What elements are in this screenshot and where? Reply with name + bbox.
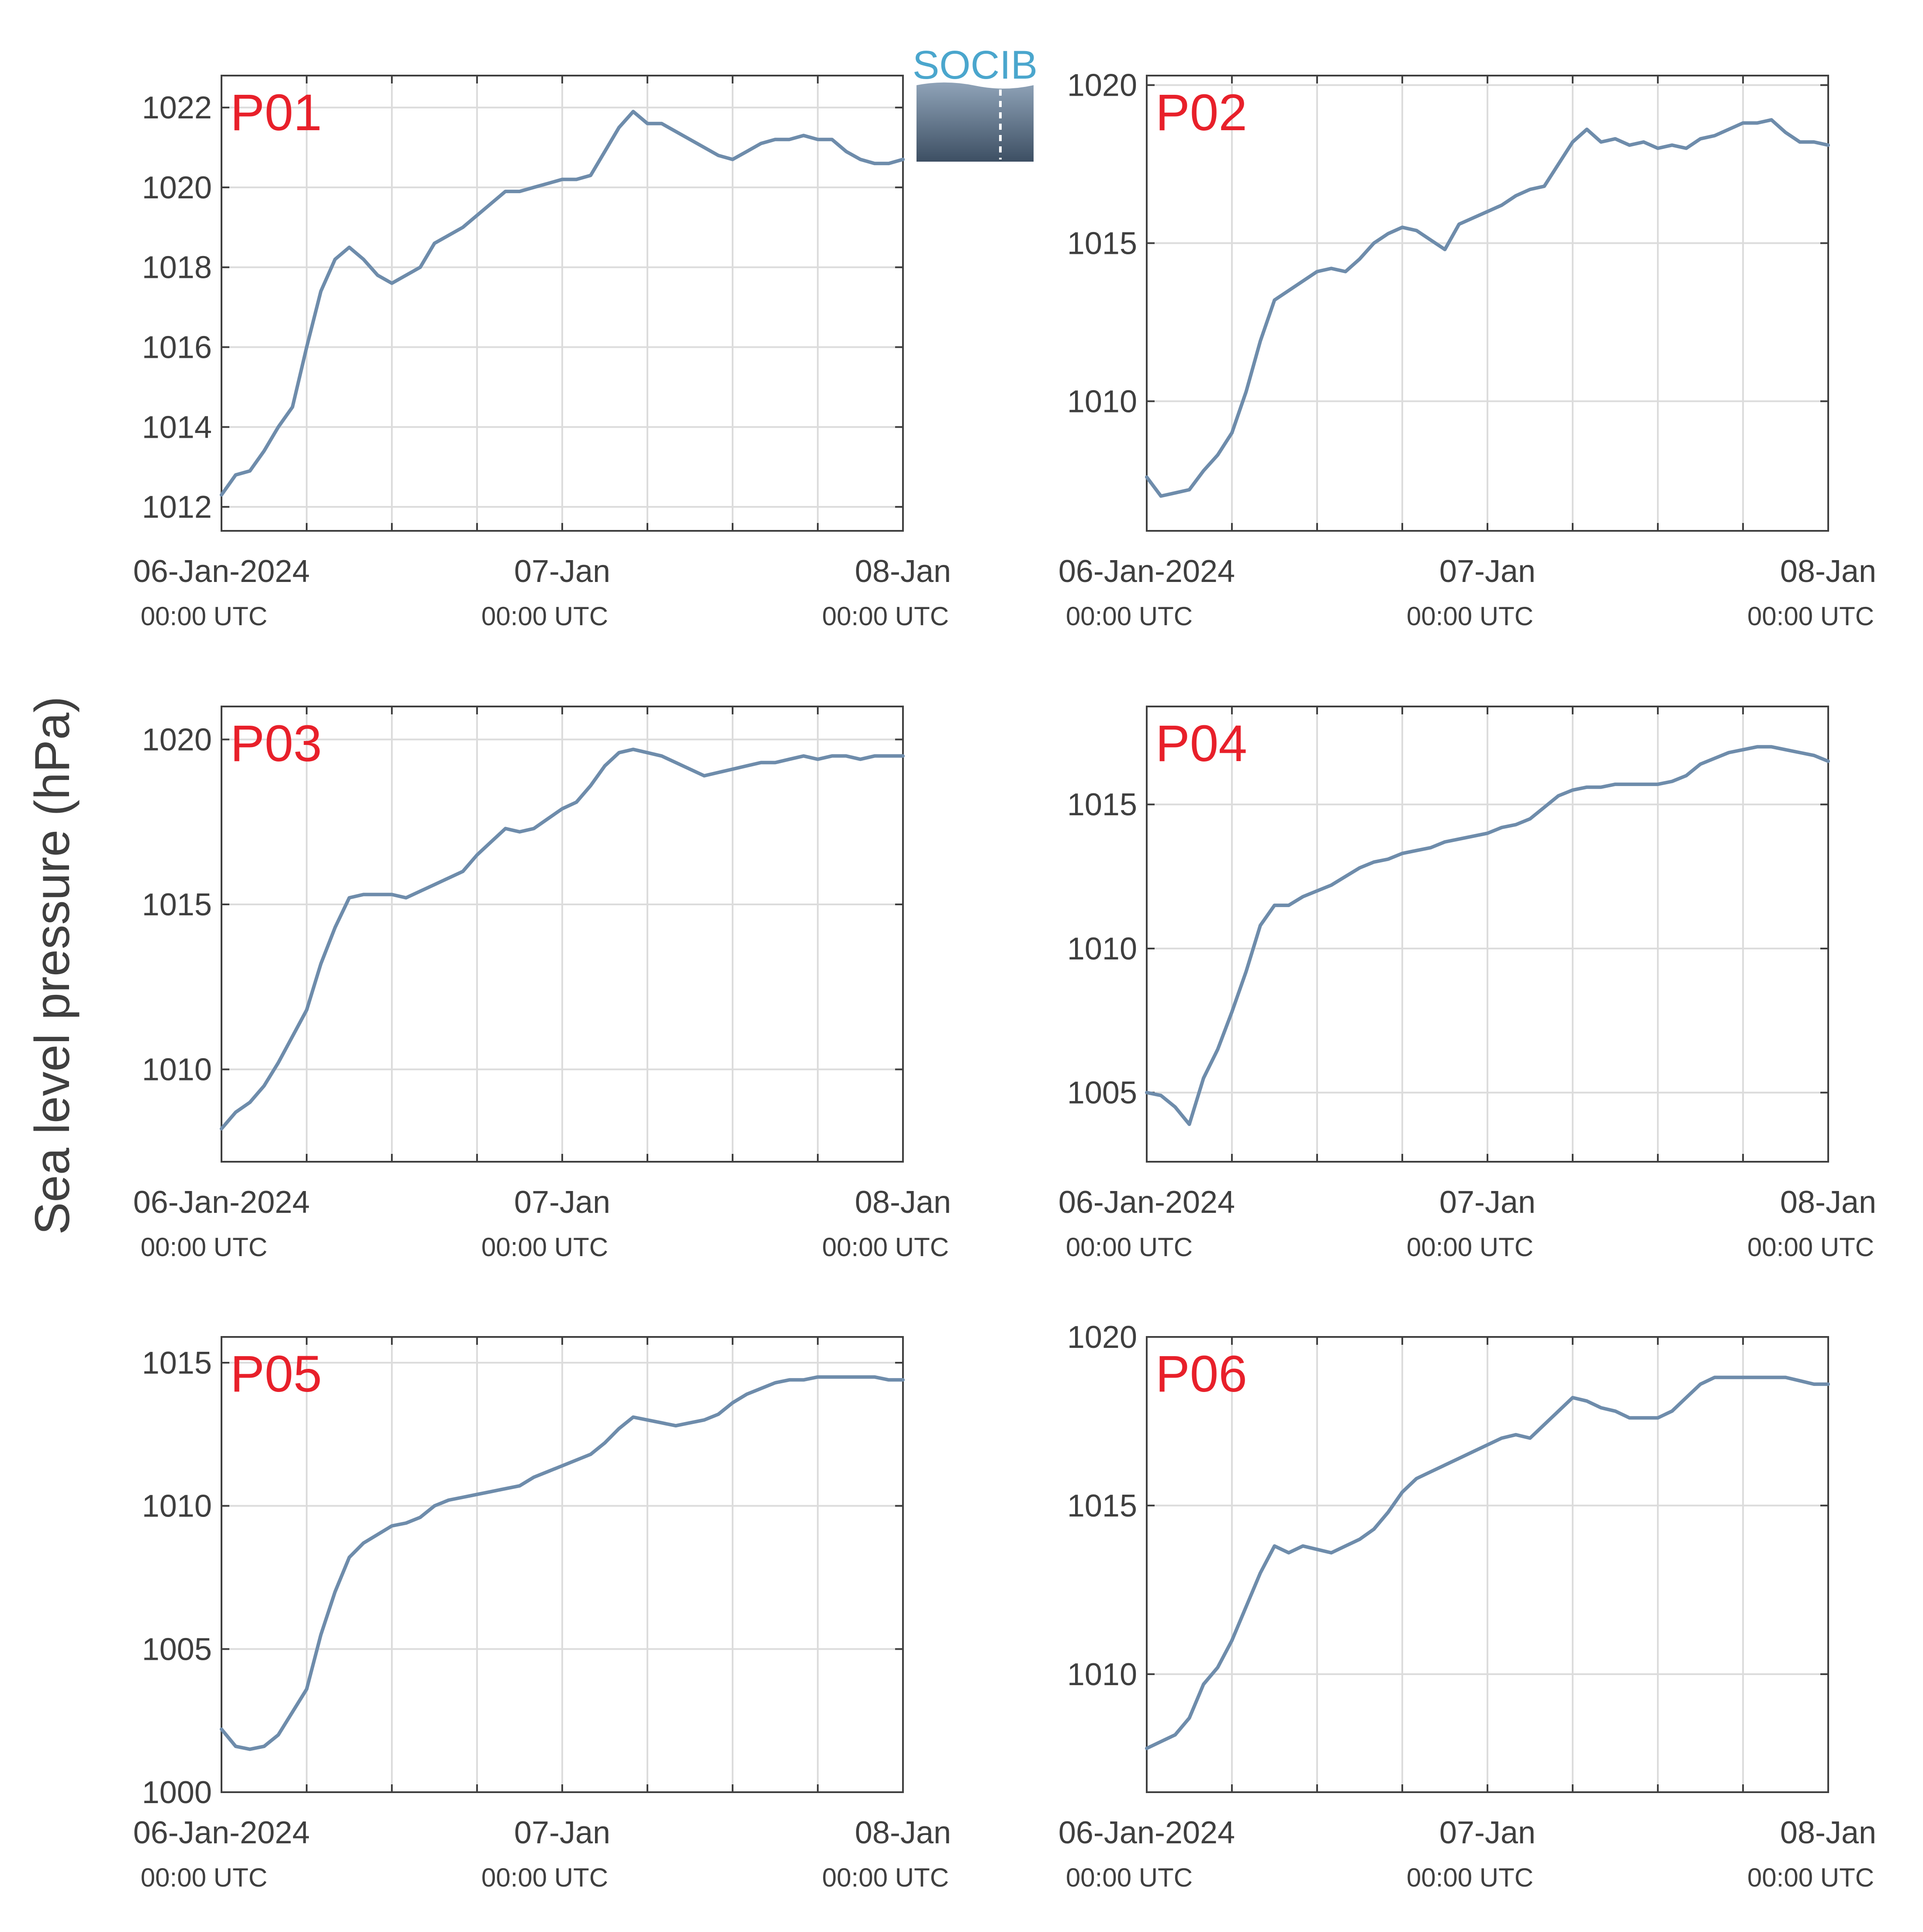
- xtick-label: 07-Jan: [1439, 554, 1536, 589]
- xtick-label: 06-Jan-2024: [133, 554, 310, 589]
- xtick-label: 07-Jan: [514, 1185, 610, 1220]
- station-label: P01: [230, 84, 322, 142]
- xtick-label: 06-Jan-2024: [1058, 554, 1235, 589]
- xtick-sublabel: 00:00 UTC: [1066, 1863, 1193, 1892]
- xtick-sublabel: 00:00 UTC: [822, 1233, 949, 1262]
- xtick-sublabel: 00:00 UTC: [822, 602, 949, 631]
- xtick-sublabel: 00:00 UTC: [1066, 1233, 1193, 1262]
- station-label: P06: [1155, 1345, 1247, 1403]
- xtick-sublabel: 00:00 UTC: [1747, 602, 1874, 631]
- ytick-label: 1020: [142, 170, 212, 205]
- ytick-label: 1015: [142, 1346, 212, 1381]
- xtick-label: 07-Jan: [514, 1815, 610, 1850]
- xtick-sublabel: 00:00 UTC: [481, 1863, 608, 1892]
- xtick-label: 06-Jan-2024: [133, 1815, 310, 1850]
- ytick-label: 1010: [1067, 1657, 1137, 1692]
- series-line: [220, 748, 905, 1131]
- panel-p01: 1012 1014 1016 1018 1020 1022 06-Jan-2024 00:00…: [133, 75, 951, 631]
- xtick-sublabel: 00:00 UTC: [1407, 1233, 1533, 1262]
- xtick-sublabel: 00:00 UTC: [1066, 602, 1193, 631]
- axes-frame: [1146, 706, 1829, 1163]
- xtick-label: 07-Jan: [1439, 1185, 1536, 1220]
- series-line: [220, 110, 905, 497]
- ytick-label: 1016: [142, 330, 212, 365]
- ytick-label: 1005: [142, 1632, 212, 1667]
- panel-p05: 1000 1005 1010 1015 06-Jan-2024 00:00 UTC 07-J…: [133, 1336, 951, 1892]
- socib-logo: SOCIB: [913, 43, 1038, 162]
- xtick-sublabel: 00:00 UTC: [141, 1863, 267, 1892]
- station-label: P05: [230, 1345, 322, 1403]
- xtick-label: 07-Jan: [514, 554, 610, 589]
- ytick-label: 1000: [142, 1775, 212, 1810]
- logo-text: SOCIB: [913, 43, 1038, 87]
- ytick-label: 1005: [1067, 1076, 1137, 1111]
- xtick-sublabel: 00:00 UTC: [1407, 602, 1533, 631]
- panel-p03: 1010 1015 1020 06-Jan-2024 00:00 UTC 07-Jan 00…: [133, 706, 951, 1262]
- xtick-sublabel: 00:00 UTC: [822, 1863, 949, 1892]
- ytick-label: 1015: [1067, 226, 1137, 261]
- xtick-label: 06-Jan-2024: [1058, 1185, 1235, 1220]
- panel-p04: 1005 1010 1015 06-Jan-2024 00:00 UTC 07-Jan 00…: [1058, 706, 1876, 1262]
- axes-frame: [1146, 1336, 1829, 1793]
- xtick-sublabel: 00:00 UTC: [1407, 1863, 1533, 1892]
- ytick-label: 1010: [142, 1053, 212, 1087]
- xtick-sublabel: 00:00 UTC: [481, 602, 608, 631]
- xtick-sublabel: 00:00 UTC: [1747, 1863, 1874, 1892]
- ytick-label: 1018: [142, 250, 212, 285]
- ytick-label: 1012: [142, 490, 212, 525]
- ytick-label: 1010: [1067, 384, 1137, 419]
- xtick-label: 06-Jan-2024: [133, 1185, 310, 1220]
- series-line: [1145, 1375, 1830, 1750]
- series-line: [1145, 745, 1830, 1126]
- xtick-label: 08-Jan: [855, 554, 951, 589]
- xtick-label: 08-Jan: [1780, 1815, 1876, 1850]
- panel-p02: 1010 1015 1020 06-Jan-2024 00:00 UTC 07-Jan 00…: [1058, 68, 1876, 631]
- xtick-label: 08-Jan: [1780, 554, 1876, 589]
- ytick-label: 1014: [142, 410, 212, 445]
- series-line: [1145, 118, 1830, 498]
- ytick-label: 1015: [142, 887, 212, 922]
- y-axis-label: Sea level pressure (hPa): [25, 696, 80, 1235]
- axes-frame: [221, 1336, 904, 1793]
- ytick-label: 1020: [1067, 68, 1137, 103]
- ytick-label: 1022: [142, 90, 212, 125]
- xtick-sublabel: 00:00 UTC: [481, 1233, 608, 1262]
- xtick-label: 06-Jan-2024: [1058, 1815, 1235, 1850]
- series-line: [220, 1375, 905, 1751]
- axes-frame: [1146, 75, 1829, 532]
- xtick-label: 08-Jan: [1780, 1185, 1876, 1220]
- station-label: P03: [230, 715, 322, 772]
- xtick-sublabel: 00:00 UTC: [1747, 1233, 1874, 1262]
- panel-p06: 1010 1015 1020 06-Jan-2024 00:00 UTC 07-Jan 00…: [1058, 1320, 1876, 1892]
- xtick-sublabel: 00:00 UTC: [141, 1233, 267, 1262]
- xtick-label: 08-Jan: [855, 1815, 951, 1850]
- ytick-label: 1010: [1067, 931, 1137, 966]
- axes-frame: [221, 75, 904, 532]
- ytick-label: 1015: [1067, 1489, 1137, 1523]
- ytick-label: 1020: [142, 723, 212, 758]
- ytick-label: 1020: [1067, 1320, 1137, 1355]
- ytick-label: 1010: [142, 1489, 212, 1524]
- axes-frame: [221, 706, 904, 1163]
- station-label: P02: [1155, 84, 1247, 142]
- xtick-sublabel: 00:00 UTC: [141, 602, 267, 631]
- station-label: P04: [1155, 715, 1247, 772]
- ytick-label: 1015: [1067, 787, 1137, 822]
- xtick-label: 07-Jan: [1439, 1815, 1536, 1850]
- xtick-label: 08-Jan: [855, 1185, 951, 1220]
